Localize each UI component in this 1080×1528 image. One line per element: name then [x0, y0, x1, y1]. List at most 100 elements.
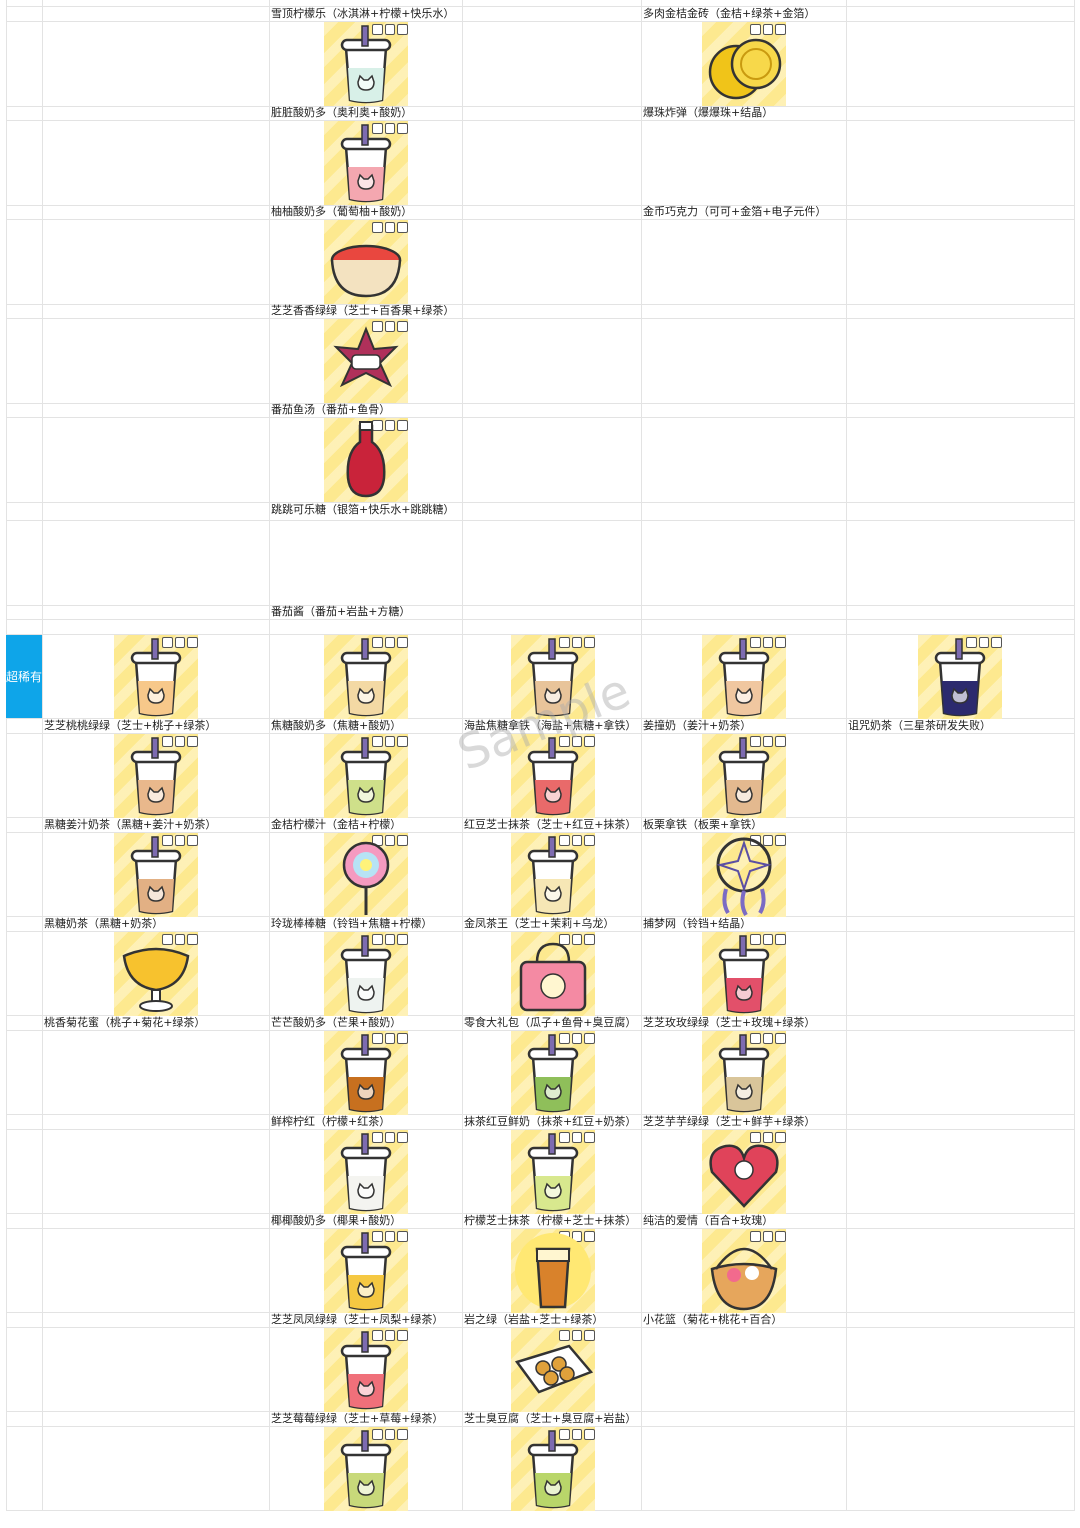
item-name: 脏脏酸奶多（奥利奥+酸奶）	[271, 106, 413, 119]
shelf-icon	[372, 1229, 408, 1243]
shelf-icon	[162, 833, 198, 847]
item-image	[511, 1427, 595, 1511]
cup-icon	[340, 935, 392, 1014]
item-image	[324, 1130, 408, 1214]
item-image	[114, 635, 198, 719]
coin-icon	[708, 38, 782, 100]
shelf-icon	[559, 1130, 595, 1144]
basket-icon	[710, 1247, 778, 1311]
dream-icon	[716, 837, 772, 917]
item-name: 金凤茶王（芝士+茉莉+乌龙）	[464, 917, 615, 930]
item-image	[511, 1229, 595, 1313]
item-image	[114, 734, 198, 818]
item-image	[702, 734, 786, 818]
pot-icon	[330, 244, 402, 298]
shelf-icon	[750, 1031, 786, 1045]
item-name: 柠檬芝士抹茶（柠檬+芝士+抹茶）	[464, 1214, 637, 1227]
cup-icon	[527, 1430, 579, 1509]
goblet-icon	[122, 947, 190, 1012]
item-image	[324, 418, 408, 502]
shelf-icon	[559, 1427, 595, 1441]
shelf-icon	[162, 932, 198, 946]
cup-icon	[718, 638, 770, 717]
shelf-icon	[372, 1130, 408, 1144]
shelf-icon	[559, 734, 595, 748]
shelf-icon	[372, 1427, 408, 1441]
item-name: 红豆芝士抹茶（芝士+红豆+抹茶）	[464, 818, 637, 831]
item-name: 海盐焦糖拿铁（海盐+焦糖+拿铁）	[464, 719, 637, 732]
item-name: 黑糖奶茶（黑糖+奶茶）	[44, 917, 164, 930]
cup-icon	[527, 836, 579, 915]
cup-icon	[340, 638, 392, 717]
item-image	[324, 833, 408, 917]
item-image	[702, 1130, 786, 1214]
heart-icon	[709, 1144, 779, 1208]
shelf-icon	[372, 932, 408, 946]
shelf-icon	[750, 734, 786, 748]
item-name: 芝芝桃桃绿绿（芝士+桃子+绿茶）	[44, 719, 217, 732]
item-image	[324, 1229, 408, 1313]
shelf-icon	[750, 1229, 786, 1243]
item-name: 跳跳可乐糖（银箔+快乐水+跳跳糖）	[271, 503, 455, 516]
shelf-icon	[559, 932, 595, 946]
item-image	[702, 1031, 786, 1115]
shelf-icon	[162, 734, 198, 748]
item-image	[511, 932, 595, 1016]
item-name: 芝芝玫玫绿绿（芝士+玫瑰+绿茶）	[643, 1016, 816, 1029]
star-icon	[333, 326, 399, 388]
shelf-icon	[559, 1328, 595, 1342]
item-image	[114, 833, 198, 917]
bag-icon	[519, 942, 587, 1012]
item-image	[511, 734, 595, 818]
item-name: 岩之绿（岩盐+芝士+绿茶）	[464, 1313, 604, 1326]
shelf-icon	[372, 1031, 408, 1045]
item-image	[324, 734, 408, 818]
item-name: 焦糖酸奶多（焦糖+酸奶）	[271, 719, 402, 732]
item-image	[324, 121, 408, 205]
item-image	[702, 1229, 786, 1313]
box-icon	[514, 1344, 594, 1394]
item-image	[324, 1427, 408, 1511]
cup-icon	[718, 935, 770, 1014]
item-image	[702, 932, 786, 1016]
cup-icon	[340, 1232, 392, 1311]
rarity-label: 超稀有	[6, 635, 42, 718]
item-image	[918, 635, 1002, 719]
item-image	[511, 1031, 595, 1115]
cup-icon	[340, 1430, 392, 1509]
shelf-icon	[372, 220, 408, 234]
item-name: 椰椰酸奶多（椰果+酸奶）	[271, 1214, 402, 1227]
cup-icon	[340, 25, 392, 104]
item-image	[511, 833, 595, 917]
item-name: 多肉金桔金砖（金桔+绿茶+金箔）	[643, 7, 816, 20]
cup-icon	[340, 1331, 392, 1410]
item-name: 金桔柠檬汁（金桔+柠檬）	[271, 818, 402, 831]
item-name: 番茄鱼汤（番茄+鱼骨）	[271, 403, 391, 416]
shelf-icon	[372, 319, 408, 333]
cup-icon	[718, 737, 770, 816]
item-name: 芝芝香香绿绿（芝士+百香果+绿茶）	[271, 304, 455, 317]
cup-icon	[130, 638, 182, 717]
item-image	[324, 932, 408, 1016]
item-image	[324, 1031, 408, 1115]
cup-icon	[527, 1034, 579, 1113]
cup-icon	[130, 737, 182, 816]
item-image	[324, 220, 408, 304]
item-name: 芝芝芋芋绿绿（芝士+鲜芋+绿茶）	[643, 1115, 816, 1128]
lolly-icon	[342, 841, 390, 915]
cup-icon	[527, 737, 579, 816]
item-name: 抹茶红豆鲜奶（抹茶+红豆+奶茶）	[464, 1115, 637, 1128]
cup-icon	[130, 836, 182, 915]
item-name: 零食大礼包（瓜子+鱼骨+臭豆腐）	[464, 1016, 637, 1029]
shelf-icon	[372, 1328, 408, 1342]
item-name: 板栗拿铁（板栗+拿铁）	[643, 818, 763, 831]
item-image	[511, 635, 595, 719]
cup-icon	[340, 124, 392, 203]
item-name: 芝芝凤凤绿绿（芝士+凤梨+绿茶）	[271, 1313, 444, 1326]
item-name: 诅咒奶茶（三星茶研发失败）	[848, 719, 991, 732]
bottle-icon	[346, 421, 386, 498]
item-name: 芝士臭豆腐（芝士+臭豆腐+岩盐）	[464, 1412, 637, 1425]
item-name: 番茄酱（番茄+岩盐+方糖）	[271, 605, 411, 618]
cup-icon	[340, 1133, 392, 1212]
